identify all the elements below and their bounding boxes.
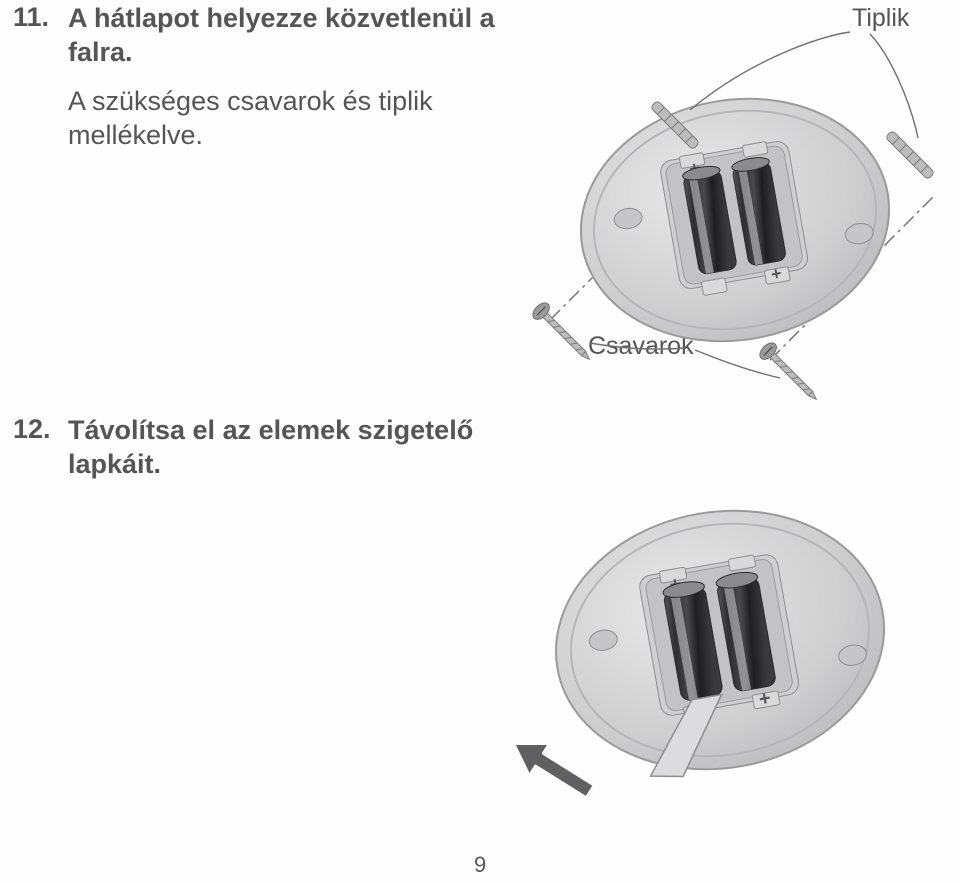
- callout-tiplik: Tiplik: [852, 4, 909, 33]
- step-12-number: 12.: [13, 414, 51, 445]
- step-11-number: 11.: [13, 2, 49, 33]
- screw-right-icon: [757, 340, 823, 406]
- step-11-subtitle: A szükséges csavarok és tiplik mellékelv…: [68, 85, 498, 153]
- wallplug-right-icon: [885, 130, 934, 179]
- diagram-step-11: + +: [490, 30, 950, 410]
- page-number: 9: [474, 852, 486, 878]
- screw-left-icon: [530, 300, 596, 366]
- diagram-step-12: + +: [480, 470, 920, 850]
- pull-arrow-icon: [502, 726, 601, 809]
- step-12-title: Távolítsa el az elemek szigetelő lapkáit…: [68, 414, 498, 482]
- step-11-title: A hátlapot helyezze közvetlenül a falra.: [68, 2, 498, 70]
